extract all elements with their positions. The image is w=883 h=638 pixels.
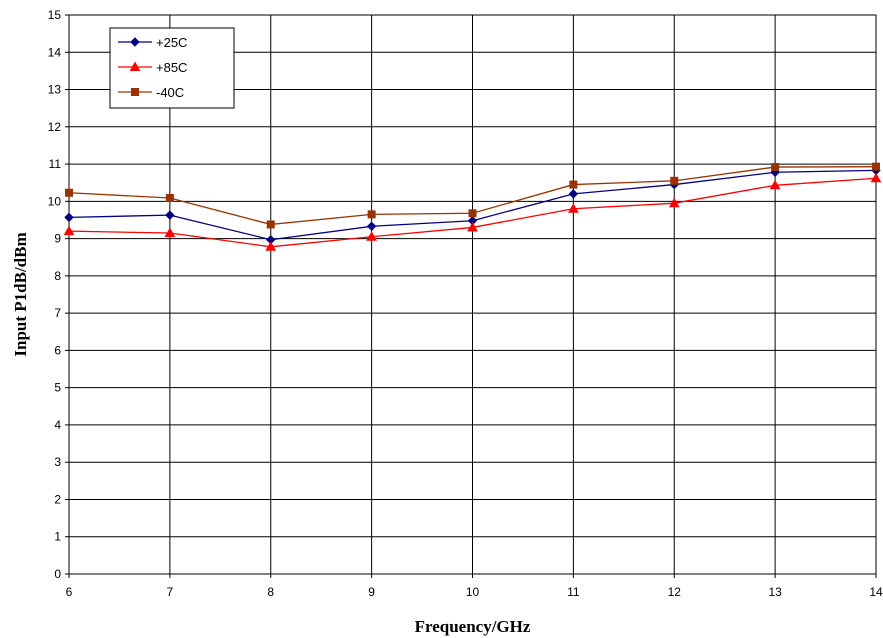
- x-tick-label: 11: [567, 585, 580, 599]
- y-tick-label: 12: [48, 120, 62, 134]
- x-axis-title: Frequency/GHz: [415, 617, 531, 636]
- x-tick-labels: 6 7 8 9 10 11 12 13 14: [66, 585, 883, 599]
- y-tick-label: 15: [48, 8, 62, 22]
- legend-entry: -40C: [118, 85, 184, 100]
- legend: +25C +85C -40C: [109, 27, 235, 109]
- legend-entry: +25C: [118, 35, 187, 50]
- x-tick-label: 10: [466, 585, 480, 599]
- data-point: [64, 212, 74, 223]
- data-point: [266, 220, 275, 229]
- data-point: [568, 203, 579, 213]
- data-point: [771, 163, 780, 172]
- data-point: [165, 193, 174, 202]
- x-tick-label: 6: [66, 585, 73, 599]
- data-point: [265, 241, 277, 251]
- legend-entry: +85C: [118, 60, 187, 75]
- legend-marker: [130, 37, 140, 47]
- data-point: [769, 179, 781, 190]
- series-group: [63, 162, 882, 251]
- series-2: [63, 172, 882, 251]
- y-axis-title: Input P1dB/dBm: [11, 232, 30, 356]
- data-point: [568, 189, 579, 199]
- data-point: [670, 176, 679, 185]
- series-3: [65, 162, 880, 229]
- plot-frame: [68, 14, 877, 575]
- x-tick-label: 13: [768, 585, 782, 599]
- data-point: [366, 231, 377, 241]
- y-tick-label: 10: [48, 194, 62, 208]
- y-tick-label: 1: [54, 530, 61, 544]
- y-tick-label: 9: [54, 232, 61, 246]
- y-tick-label: 8: [54, 269, 61, 283]
- x-tick-label: 7: [167, 585, 174, 599]
- data-point: [668, 197, 680, 208]
- data-point: [63, 225, 75, 236]
- legend-marker: [129, 61, 141, 71]
- legend-label: +85C: [156, 60, 187, 75]
- y-tick-label: 0: [54, 567, 61, 581]
- data-point: [872, 162, 880, 171]
- y-tick-label: 2: [54, 492, 61, 506]
- y-tick-label: 6: [54, 343, 61, 357]
- data-point: [165, 210, 175, 220]
- data-point: [367, 210, 376, 219]
- x-tick-label: 14: [869, 585, 883, 599]
- y-tick-label: 3: [54, 455, 61, 469]
- x-tick-label: 12: [668, 585, 682, 599]
- y-tick-label: 5: [54, 381, 61, 395]
- y-tick-label: 11: [49, 157, 62, 171]
- legend-label: -40C: [156, 85, 184, 100]
- data-point: [870, 172, 882, 183]
- data-point: [366, 221, 377, 232]
- legend-label: +25C: [156, 35, 187, 50]
- data-point: [468, 209, 477, 218]
- legend-box: [109, 27, 235, 109]
- y-tick-label: 7: [54, 306, 61, 320]
- y-tick-label: 14: [48, 45, 62, 59]
- x-tick-label: 8: [267, 585, 274, 599]
- data-point: [164, 227, 176, 238]
- data-point: [569, 180, 578, 189]
- y-tick-label: 13: [48, 83, 62, 97]
- legend-marker: [131, 88, 139, 96]
- data-point: [467, 221, 478, 232]
- data-point: [65, 188, 73, 197]
- x-tick-label: 9: [368, 585, 375, 599]
- y-tick-label: 4: [54, 418, 61, 432]
